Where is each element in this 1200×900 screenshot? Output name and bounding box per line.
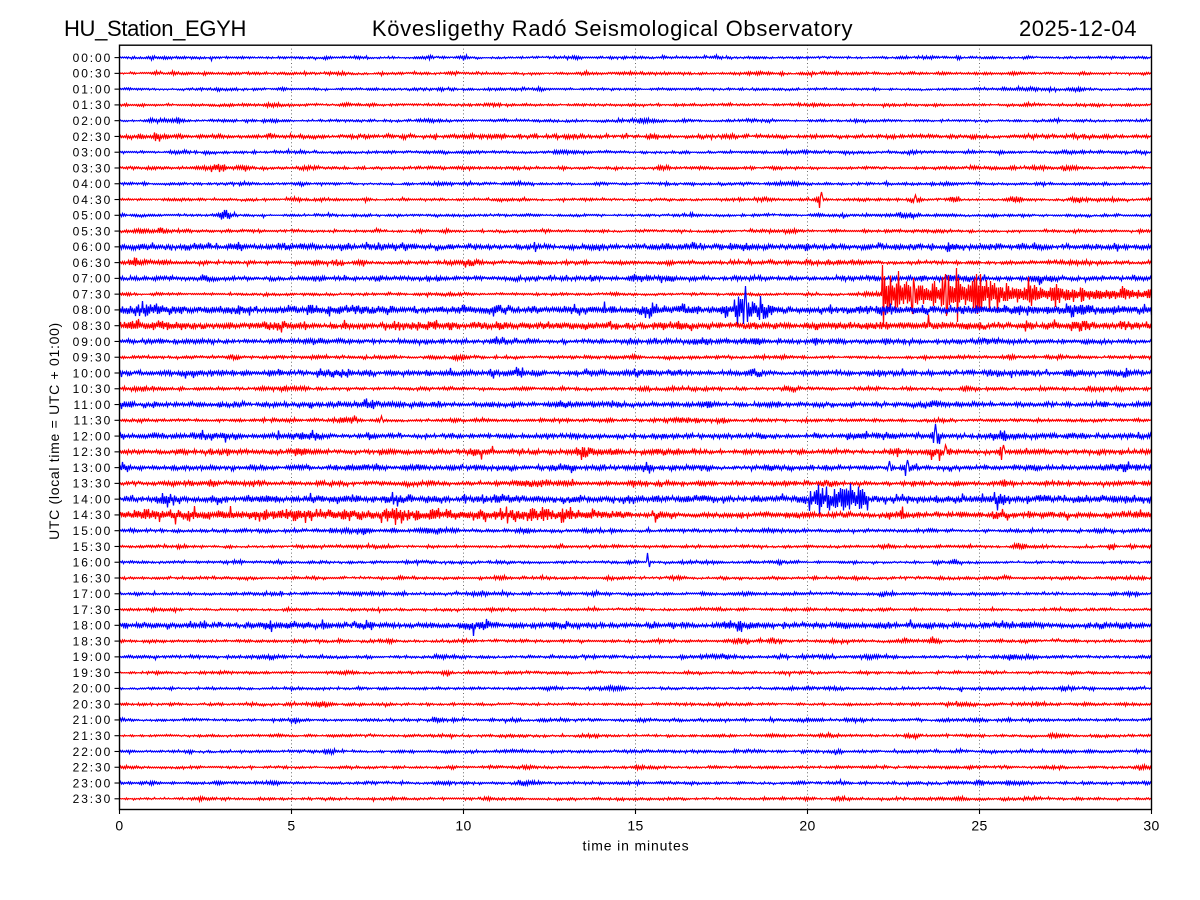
svg-text:11:00: 11:00 [74, 398, 113, 412]
svg-text:08:30: 08:30 [73, 319, 113, 333]
svg-text:23:30: 23:30 [73, 792, 113, 806]
svg-text:14:30: 14:30 [73, 508, 113, 522]
svg-text:5: 5 [287, 818, 295, 834]
svg-text:10: 10 [455, 818, 471, 834]
svg-text:07:30: 07:30 [73, 287, 113, 301]
svg-text:time in minutes: time in minutes [583, 838, 690, 854]
svg-text:09:00: 09:00 [73, 335, 113, 349]
svg-text:16:30: 16:30 [73, 571, 113, 585]
svg-text:02:30: 02:30 [73, 130, 113, 144]
svg-text:30: 30 [1143, 818, 1159, 834]
svg-text:13:00: 13:00 [73, 461, 113, 475]
svg-text:00:30: 00:30 [73, 67, 113, 81]
svg-text:UTC (local time = UTC + 01:00): UTC (local time = UTC + 01:00) [46, 322, 62, 540]
svg-text:11:30: 11:30 [74, 414, 113, 428]
svg-text:23:00: 23:00 [73, 776, 113, 790]
svg-text:17:00: 17:00 [73, 587, 113, 601]
svg-text:Kövesligethy Radó Seismologica: Kövesligethy Radó Seismological Observat… [372, 16, 853, 41]
svg-text:03:30: 03:30 [73, 161, 113, 175]
svg-text:03:00: 03:00 [73, 146, 113, 160]
svg-text:04:00: 04:00 [73, 177, 113, 191]
svg-text:08:00: 08:00 [73, 303, 113, 317]
svg-text:12:00: 12:00 [73, 429, 113, 443]
svg-text:22:00: 22:00 [73, 745, 113, 759]
svg-text:06:00: 06:00 [73, 240, 113, 254]
svg-text:15:00: 15:00 [73, 524, 113, 538]
svg-text:17:30: 17:30 [73, 603, 113, 617]
svg-text:10:30: 10:30 [73, 382, 113, 396]
svg-text:10:00: 10:00 [73, 366, 113, 380]
svg-text:21:30: 21:30 [73, 729, 113, 743]
svg-text:13:30: 13:30 [73, 477, 113, 491]
svg-text:14:00: 14:00 [73, 493, 113, 507]
svg-text:04:30: 04:30 [73, 193, 113, 207]
svg-text:20:30: 20:30 [73, 698, 113, 712]
svg-text:HU_Station_EGYH: HU_Station_EGYH [64, 16, 246, 41]
svg-text:19:30: 19:30 [73, 666, 113, 680]
svg-text:01:30: 01:30 [73, 98, 113, 112]
svg-text:18:00: 18:00 [73, 619, 113, 633]
svg-text:05:00: 05:00 [73, 209, 113, 223]
svg-text:18:30: 18:30 [73, 634, 113, 648]
svg-text:01:00: 01:00 [73, 82, 113, 96]
svg-text:20:00: 20:00 [73, 682, 113, 696]
svg-text:25: 25 [971, 818, 987, 834]
svg-text:09:30: 09:30 [73, 351, 113, 365]
svg-text:21:00: 21:00 [73, 713, 113, 727]
svg-text:15:30: 15:30 [73, 540, 113, 554]
svg-text:00:00: 00:00 [73, 51, 113, 65]
svg-text:0: 0 [115, 818, 123, 834]
svg-text:12:30: 12:30 [73, 445, 113, 459]
svg-text:15: 15 [627, 818, 643, 834]
svg-text:16:00: 16:00 [73, 556, 113, 570]
svg-text:05:30: 05:30 [73, 224, 113, 238]
svg-text:22:30: 22:30 [73, 761, 113, 775]
svg-text:02:00: 02:00 [73, 114, 113, 128]
svg-text:19:00: 19:00 [73, 650, 113, 664]
svg-text:2025-12-04: 2025-12-04 [1019, 16, 1137, 41]
svg-text:06:30: 06:30 [73, 256, 113, 270]
svg-text:20: 20 [799, 818, 815, 834]
svg-text:07:00: 07:00 [73, 272, 113, 286]
